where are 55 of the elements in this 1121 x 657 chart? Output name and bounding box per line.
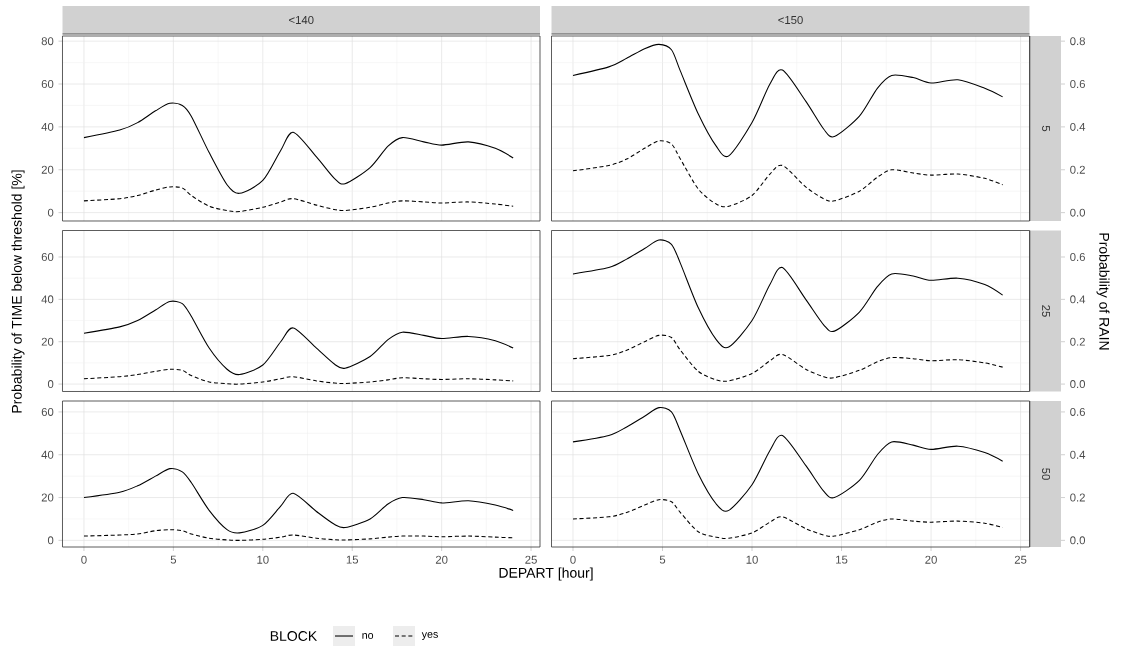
text: 0.2: [1070, 493, 1085, 502]
text: 0.0: [1070, 208, 1086, 217]
chart-title: <140: [289, 16, 314, 25]
x-tick-label: 25: [1014, 555, 1027, 564]
y-axis-title: Probability of TIME below threshold [%]: [11, 170, 25, 413]
text: 0.6: [1070, 80, 1085, 89]
y-tick-label: 60: [41, 252, 54, 261]
y-tick-label: 20: [41, 165, 54, 174]
x-tick-label: 0: [81, 555, 87, 564]
text: 5: [1042, 125, 1050, 132]
text: 0.8: [1070, 37, 1085, 46]
y-tick-label: 0: [47, 208, 54, 217]
text: 0.2: [1070, 165, 1085, 174]
x-tick-label: 20: [925, 555, 937, 564]
x-tick-label: 15: [836, 555, 848, 564]
y-tick-label: 40: [41, 450, 54, 459]
text: 0.0: [1070, 536, 1086, 545]
x-tick-label: 15: [346, 555, 359, 564]
y-tick-label: 40: [41, 122, 54, 131]
x-tick-label: 10: [746, 555, 758, 564]
text: 0.4: [1070, 122, 1086, 131]
x-tick-label: 25: [525, 555, 537, 564]
x-tick-label: 0: [570, 555, 576, 564]
line-series: [83, 468, 514, 534]
x-tick-label: 20: [435, 555, 448, 564]
y-tick-label: 0: [47, 536, 54, 545]
y-tick-label: 20: [41, 493, 54, 502]
x-axis-title: DEPART [hour]: [499, 567, 593, 581]
chart-title: <150: [778, 16, 803, 25]
text: 0.2: [1070, 337, 1085, 346]
y-tick-label: 0: [47, 380, 54, 389]
text: 50: [1042, 468, 1051, 480]
line-series: [83, 186, 514, 213]
x-tick-label: 5: [659, 555, 666, 564]
text: 0.4: [1070, 295, 1086, 304]
text: 0.6: [1070, 252, 1085, 261]
line-series: [83, 529, 514, 541]
y-tick-label: 20: [41, 337, 54, 346]
y-tick-label: 40: [41, 295, 54, 304]
line-series: [83, 102, 514, 194]
text: 25: [1042, 305, 1051, 317]
legend-label: no: [362, 633, 374, 639]
text: 0.6: [1070, 407, 1085, 416]
line-series: [83, 300, 514, 376]
x-tick-label: 10: [257, 555, 269, 564]
text: 0.0: [1070, 380, 1086, 389]
y-tick-label: 80: [41, 37, 54, 46]
legend-label: yes: [421, 632, 438, 640]
text: 0.4: [1070, 450, 1086, 459]
line-series: [83, 368, 514, 385]
legend-title: BLOCK: [270, 631, 318, 641]
y-tick-label: 60: [41, 80, 54, 89]
y2-axis-title: Probability of RAIN: [1096, 233, 1110, 350]
y-tick-label: 60: [41, 407, 54, 416]
x-tick-label: 5: [170, 555, 177, 564]
